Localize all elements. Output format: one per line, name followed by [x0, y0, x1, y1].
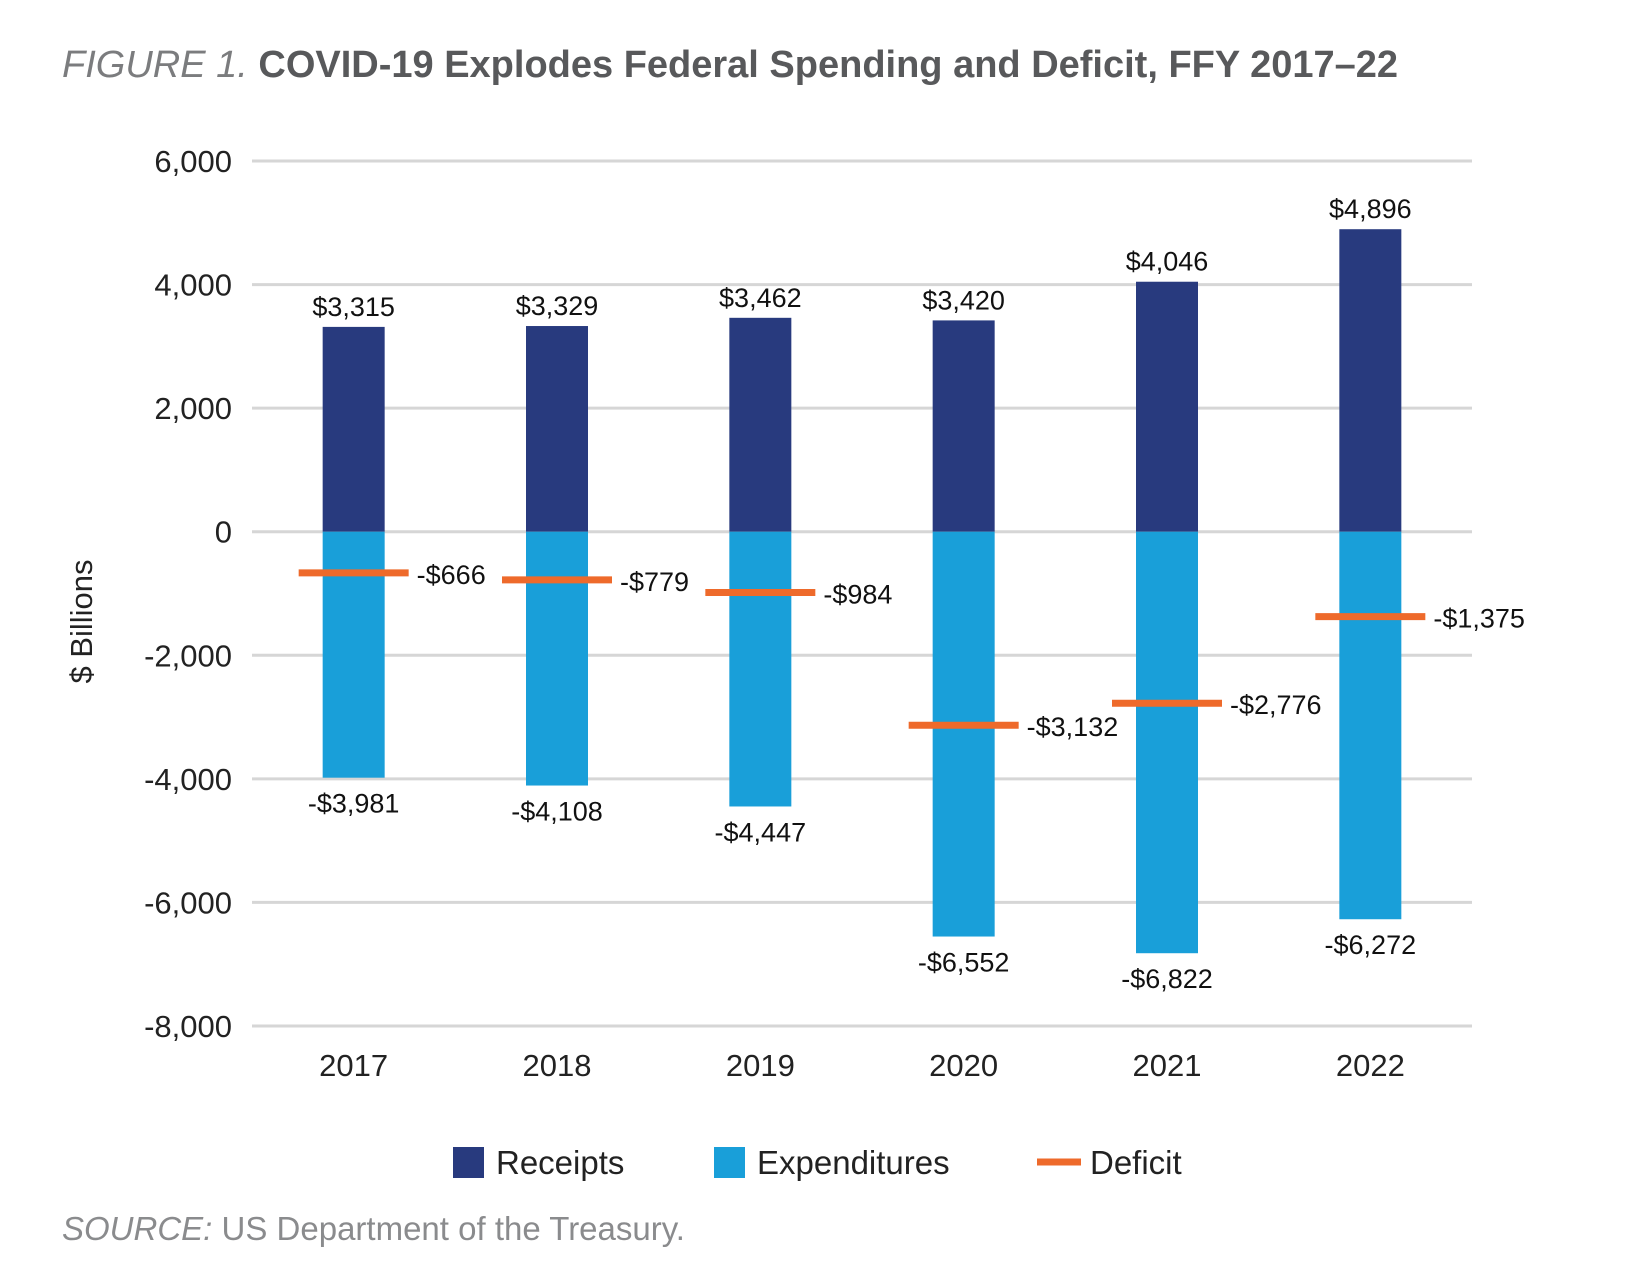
expenditures-value-label: -$6,822 — [1121, 964, 1213, 994]
receipts-value-label: $3,315 — [312, 292, 395, 322]
expenditures-bar — [932, 531, 995, 937]
receipts-value-label: $4,046 — [1126, 247, 1209, 277]
legend: Receipts Expenditures Deficit — [453, 1144, 1182, 1181]
deficit-value-label: -$984 — [823, 580, 892, 610]
x-tick-label: 2019 — [726, 1048, 795, 1083]
receipts-bar — [526, 326, 588, 532]
expenditures-bar — [1339, 531, 1402, 920]
x-tick-label: 2020 — [929, 1048, 998, 1083]
y-tick-label: -2,000 — [144, 638, 232, 673]
chart-title: COVID-19 Explodes Federal Spending and D… — [258, 44, 1399, 86]
expenditures-value-label: -$3,981 — [308, 789, 400, 819]
receipts-value-label: $3,462 — [719, 283, 802, 313]
legend-deficit-label: Deficit — [1090, 1144, 1182, 1181]
legend-expenditures-label: Expenditures — [757, 1144, 950, 1181]
expenditures-value-label: -$4,108 — [511, 797, 603, 827]
receipts-value-label: $3,329 — [516, 291, 599, 321]
x-tick-label: 2017 — [319, 1048, 388, 1083]
deficit-value-label: -$3,132 — [1027, 712, 1119, 742]
source-label: SOURCE: — [62, 1210, 213, 1247]
expenditures-bar — [729, 531, 792, 807]
deficit-value-label: -$2,776 — [1230, 690, 1322, 720]
deficit-value-label: -$1,375 — [1433, 604, 1525, 634]
receipts-bar — [729, 317, 792, 532]
legend-receipts-swatch — [453, 1147, 484, 1178]
expenditures-value-label: -$6,552 — [918, 948, 1010, 978]
x-tick-label: 2022 — [1336, 1048, 1405, 1083]
y-tick-label: -8,000 — [144, 1009, 232, 1044]
y-tick-label: 4,000 — [154, 268, 232, 303]
labels: 6,000 4,000 2,000 0 -2,000 -4,000 -6,000 -8,000… — [64, 144, 1525, 1083]
y-tick-label: -6,000 — [144, 885, 232, 920]
legend-expenditures-swatch — [714, 1147, 745, 1178]
y-tick-label: 6,000 — [154, 144, 232, 179]
x-tick-label: 2021 — [1133, 1048, 1202, 1083]
source-text: US Department of the Treasury. — [221, 1210, 685, 1247]
figure-label: FIGURE 1. — [62, 44, 248, 86]
figure-title: FIGURE 1. COVID-19 Explodes Federal Spen… — [62, 44, 1398, 87]
expenditures-bar — [322, 531, 385, 778]
expenditures-value-label: -$4,447 — [715, 817, 807, 847]
bars — [298, 229, 1426, 954]
receipts-bar — [1339, 229, 1402, 532]
y-axis-label: $ Billions — [64, 559, 99, 683]
bar-chart: 6,000 4,000 2,000 0 -2,000 -4,000 -6,000 -8,000… — [64, 144, 1525, 1181]
y-tick-label: 0 — [215, 515, 232, 550]
y-tick-label: 2,000 — [154, 391, 232, 426]
expenditures-bar — [1136, 531, 1198, 954]
receipts-bar — [932, 320, 995, 532]
deficit-value-label: -$666 — [417, 560, 486, 590]
source-note: SOURCE: US Department of the Treasury. — [62, 1210, 685, 1248]
receipts-bar — [322, 326, 385, 532]
legend-receipts-label: Receipts — [496, 1144, 624, 1181]
receipts-value-label: $3,420 — [922, 285, 1005, 315]
deficit-value-label: -$779 — [620, 567, 689, 597]
y-tick-label: -4,000 — [144, 762, 232, 797]
receipts-value-label: $4,896 — [1329, 194, 1412, 224]
x-tick-label: 2018 — [523, 1048, 592, 1083]
expenditures-bar — [526, 531, 588, 786]
receipts-bar — [1136, 281, 1198, 532]
expenditures-value-label: -$6,272 — [1325, 930, 1417, 960]
gridlines — [252, 159, 1472, 1028]
